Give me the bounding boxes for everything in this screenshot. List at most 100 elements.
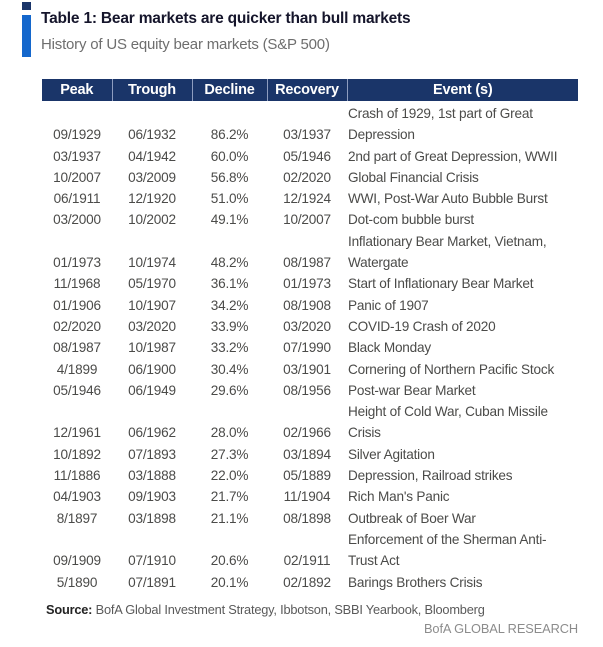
cell-trough: 07/1891 [128,574,176,590]
cell-decline: 48.2% [210,255,249,271]
source-line: Source: BofA Global Investment Strategy,… [46,602,485,617]
table-row: 10/1892 07/1893 27.3% 03/1894 Silver Agitati… [42,444,578,465]
cell-peak: 01/1906 [53,297,101,313]
bear-markets-table: Peak Trough Decline Recovery Event (s) 09/19… [42,79,578,593]
cell-peak: 8/1897 [56,510,98,526]
column-header-events: Event (s) [346,79,578,101]
cell-decline: 27.3% [210,446,249,462]
brand-label: BofA GLOBAL RESEARCH [424,621,578,636]
cell-peak: 09/1909 [53,553,101,569]
table-row: 8/1897 03/1898 21.1% 08/1898 Outbreak of Boe… [42,508,578,529]
cell-event: Rich Man's Panic [348,489,450,505]
table-row: 11/1968 05/1970 36.1% 01/1973 Start of Infla… [42,273,578,294]
cell-event: Panic of 1907 [348,297,429,313]
cell-decline: 33.9% [210,318,249,334]
column-header-recovery: Recovery [266,79,347,101]
cell-decline: 60.0% [210,148,249,164]
cell-peak: 5/1890 [56,574,98,590]
cell-trough: 03/1888 [128,468,176,484]
table-title: Table 1: Bear markets are quicker than b… [41,10,411,27]
cell-peak: 11/1886 [53,468,101,484]
table-row: 01/1906 10/1907 34.2% 08/1908 Panic of 1907 [42,295,578,316]
cell-trough: 06/1932 [128,127,176,143]
cell-trough: 05/1970 [128,276,176,292]
cell-peak: 01/1973 [53,255,101,271]
accent-dot [22,2,31,10]
cell-peak: 03/2000 [53,212,101,228]
cell-trough: 12/1920 [128,191,176,207]
cell-recovery: 07/1990 [283,340,331,356]
cell-trough: 06/1962 [128,425,176,441]
cell-recovery: 10/2007 [283,212,331,228]
cell-trough: 10/1974 [128,255,176,271]
cell-recovery: 11/1904 [283,489,331,505]
source-label: Source: [46,602,93,617]
cell-trough: 03/2020 [128,318,176,334]
table-row: 09/1909 07/1910 20.6% 02/1911 Enforcement of… [42,529,578,572]
cell-decline: 56.8% [210,169,249,185]
cell-decline: 21.1% [210,510,249,526]
table-row: 12/1961 06/1962 28.0% 02/1966 Height of Cold… [42,401,578,444]
cell-event: Outbreak of Boer War [348,510,476,526]
table-row: 09/1929 06/1932 86.2% 03/1937 Crash of 1929,… [42,101,578,146]
cell-recovery: 03/1894 [283,446,331,462]
cell-recovery: 08/1898 [283,510,331,526]
cell-peak: 06/1911 [53,191,101,207]
cell-trough: 04/1942 [128,148,176,164]
cell-decline: 20.6% [210,553,249,569]
table-row: 10/2007 03/2009 56.8% 02/2020 Global Financi… [42,167,578,188]
source-text: BofA Global Investment Strategy, Ibbotso… [95,602,485,617]
cell-trough: 09/1903 [128,489,176,505]
table-subtitle: History of US equity bear markets (S&P 5… [41,36,330,53]
cell-trough: 06/1949 [128,382,176,398]
cell-event: Height of Cold War, Cuban Missile Crisis [348,404,548,441]
cell-event: 2nd part of Great Depression, WWII [348,148,558,164]
cell-recovery: 01/1973 [283,276,331,292]
table-row: 03/1937 04/1942 60.0% 05/1946 2nd part of Gr… [42,146,578,167]
column-header-decline: Decline [191,79,267,101]
cell-decline: 36.1% [210,276,249,292]
cell-trough: 03/1898 [128,510,176,526]
table-body: 09/1929 06/1932 86.2% 03/1937 Crash of 1929,… [42,101,578,593]
cell-peak: 10/2007 [53,169,101,185]
cell-trough: 07/1893 [128,446,176,462]
cell-decline: 51.0% [210,191,249,207]
cell-event: Post-war Bear Market [348,382,476,398]
table-row: 08/1987 10/1987 33.2% 07/1990 Black Monday [42,337,578,358]
cell-trough: 10/1907 [128,297,176,313]
cell-event: Dot-com bubble burst [348,212,474,228]
table-row: 02/2020 03/2020 33.9% 03/2020 COVID-19 Crash… [42,316,578,337]
cell-peak: 4/1899 [56,361,98,377]
cell-decline: 33.2% [210,340,249,356]
cell-decline: 34.2% [210,297,249,313]
table-row: 5/1890 07/1891 20.1% 02/1892 Barings Brother… [42,572,578,593]
cell-decline: 86.2% [210,127,249,143]
cell-decline: 30.4% [210,361,249,377]
cell-recovery: 05/1889 [283,468,331,484]
accent-bar [22,15,31,57]
cell-peak: 05/1946 [53,382,101,398]
cell-recovery: 02/2020 [283,169,331,185]
cell-event: Inflationary Bear Market, Vietnam, Water… [348,233,547,271]
cell-peak: 09/1929 [53,127,101,143]
cell-event: Start of Inflationary Bear Market [348,276,534,292]
cell-recovery: 08/1908 [283,297,331,313]
cell-recovery: 03/2020 [283,318,331,334]
cell-peak: 03/1937 [53,148,101,164]
cell-peak: 11/1968 [53,276,101,292]
cell-recovery: 05/1946 [283,148,331,164]
cell-recovery: 08/1956 [283,382,331,398]
table-header-row: Peak Trough Decline Recovery Event (s) [42,79,578,101]
cell-event: Cornering of Northern Pacific Stock [348,361,555,377]
cell-recovery: 02/1892 [283,574,331,590]
cell-peak: 10/1892 [53,446,101,462]
cell-event: Barings Brothers Crisis [348,574,483,590]
cell-recovery: 02/1911 [283,553,331,569]
cell-decline: 49.1% [210,212,249,228]
cell-event: Enforcement of the Sherman Anti- Trust A… [348,531,547,569]
cell-recovery: 08/1987 [283,255,331,271]
cell-event: Global Financial Crisis [348,169,479,185]
table-row: 11/1886 03/1888 22.0% 05/1889 Depression, Ra… [42,465,578,486]
cell-peak: 08/1987 [53,340,101,356]
